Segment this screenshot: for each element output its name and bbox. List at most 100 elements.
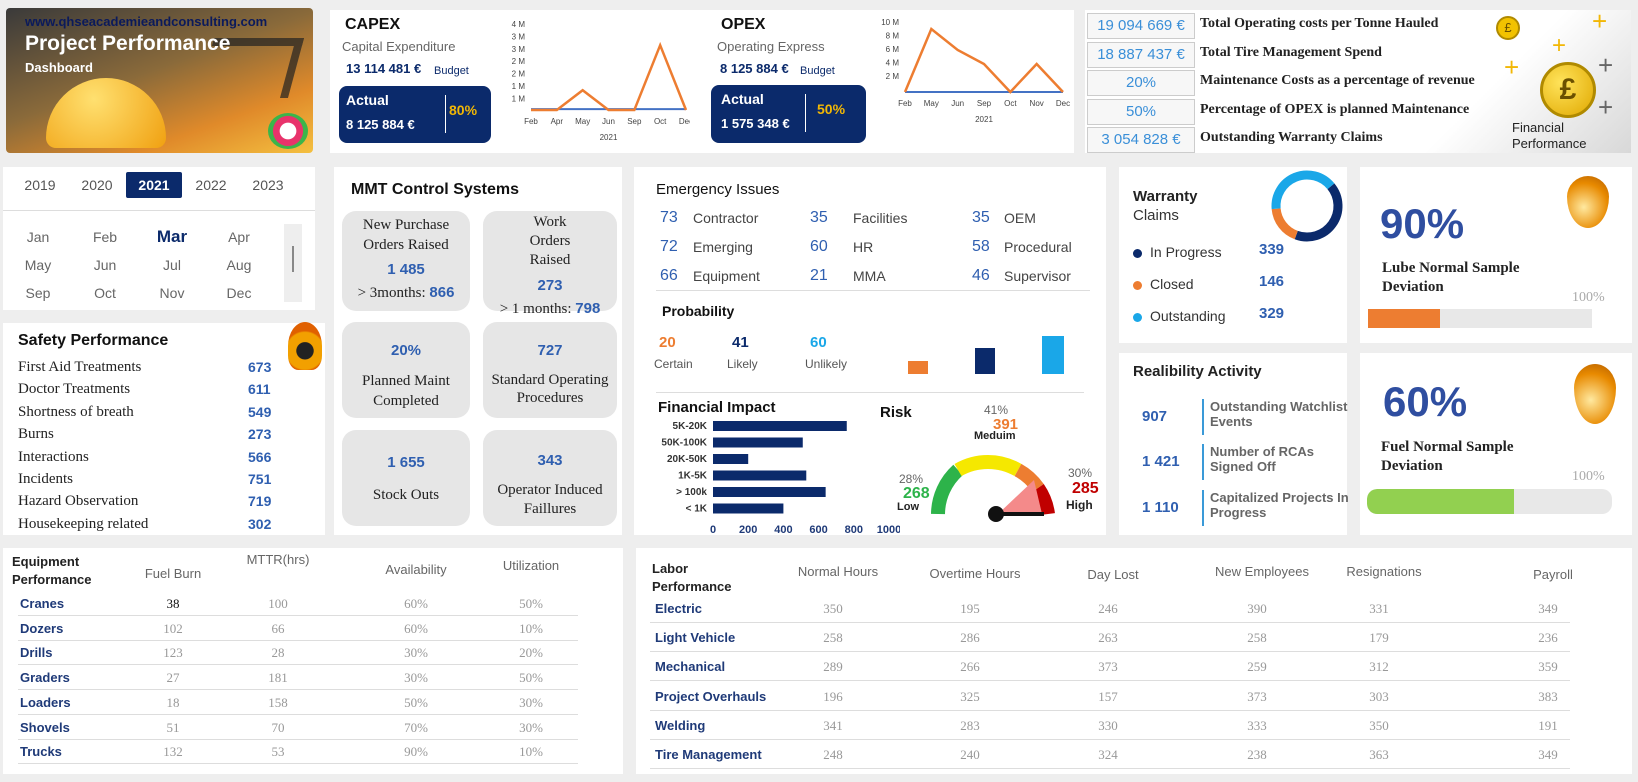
operator-faults-tile[interactable]: 343 Operator Induced Faillures bbox=[483, 430, 617, 526]
month-option-oct[interactable]: Oct bbox=[94, 285, 116, 301]
safety-row-value: 302 bbox=[248, 515, 272, 532]
sop-tile[interactable]: 727 Standard Operating Procedures bbox=[483, 322, 617, 418]
month-scrollbar[interactable] bbox=[284, 224, 302, 302]
safety-row-value: 273 bbox=[248, 426, 272, 443]
labor-column-header: Overtime Hours bbox=[929, 566, 1021, 581]
oil-drop-icon bbox=[1567, 176, 1609, 228]
safety-row-value: 549 bbox=[248, 403, 272, 420]
purchase-orders-sub-label: > 3months: bbox=[357, 285, 426, 301]
month-option-sep[interactable]: Sep bbox=[25, 285, 51, 301]
stock-outs-value: 1 655 bbox=[387, 454, 425, 471]
safety-row-label: Doctor Treatments bbox=[18, 381, 131, 398]
equipment-cell: 53 bbox=[271, 744, 285, 760]
labor-name: Electric bbox=[655, 601, 702, 616]
equipment-cell: 60% bbox=[404, 620, 428, 636]
reliability-title: Realibility Activity bbox=[1133, 363, 1262, 380]
equipment-column-header: Fuel Burn bbox=[144, 566, 202, 581]
month-option-jun[interactable]: Jun bbox=[93, 257, 117, 273]
stock-outs-tile[interactable]: 1 655 Stock Outs bbox=[342, 430, 470, 526]
labor-cell: 359 bbox=[1538, 659, 1558, 675]
month-option-jan[interactable]: Jan bbox=[26, 229, 50, 245]
table-row: Light Vehicle 258 286 263 258 179 236 bbox=[650, 624, 1570, 653]
risk-gauge bbox=[931, 454, 1055, 522]
y-tick-label: 8 M bbox=[886, 32, 900, 41]
legend-dot-icon bbox=[1133, 249, 1142, 258]
equipment-cell: 27 bbox=[166, 670, 180, 686]
reliability-divider bbox=[1202, 490, 1204, 526]
probability-value: 60 bbox=[810, 334, 827, 351]
month-option-apr[interactable]: Apr bbox=[228, 229, 250, 245]
work-orders-tile[interactable]: Work Orders Raised 273 > 1 months: 798 bbox=[483, 211, 617, 317]
month-option-dec[interactable]: Dec bbox=[226, 285, 252, 301]
banner-url[interactable]: www.qhseacademieandconsulting.com bbox=[25, 14, 268, 29]
labor-cell: 196 bbox=[823, 688, 843, 704]
year-option-2022[interactable]: 2022 bbox=[195, 177, 227, 193]
probability-value: 20 bbox=[659, 334, 676, 351]
safety-row: Burns 273 bbox=[18, 426, 278, 448]
month-option-jul[interactable]: Jul bbox=[163, 257, 181, 273]
month-option-may[interactable]: May bbox=[24, 257, 52, 273]
fuel-max-label: 100% bbox=[1572, 469, 1605, 484]
emergency-value: 21 bbox=[810, 267, 828, 284]
month-option-feb[interactable]: Feb bbox=[92, 229, 118, 245]
purchase-orders-tile[interactable]: New Purchase Orders Raised 1 485 > 3mont… bbox=[342, 211, 470, 311]
year-option-2020[interactable]: 2020 bbox=[81, 177, 113, 193]
purchase-orders-sub: > 3months: 866 bbox=[342, 284, 470, 302]
warranty-legend-label: In Progress bbox=[1150, 244, 1222, 260]
month-option-aug[interactable]: Aug bbox=[226, 257, 252, 273]
equipment-cell: 50% bbox=[519, 670, 543, 686]
capex-subtitle: Capital Expenditure bbox=[342, 39, 456, 54]
x-tick-label: Sep bbox=[977, 99, 992, 108]
labor-cell: 341 bbox=[823, 717, 843, 733]
gauge-high-segment bbox=[1032, 484, 1055, 516]
series-line bbox=[531, 41, 688, 112]
x-tick-label: Nov bbox=[1030, 99, 1044, 108]
safety-row-label: Hazard Observation bbox=[18, 493, 139, 510]
labor-cell: 363 bbox=[1369, 747, 1389, 762]
equipment-cell: 30% bbox=[404, 645, 428, 661]
labor-cell: 325 bbox=[960, 688, 980, 704]
equipment-name: Graders bbox=[20, 670, 70, 686]
equipment-name: Dozers bbox=[20, 620, 64, 636]
y-tick-label: 6 M bbox=[886, 45, 900, 54]
warranty-legend-label: Closed bbox=[1150, 276, 1194, 292]
labor-cell: 350 bbox=[823, 601, 843, 616]
equipment-column-header: MTTR(hrs) bbox=[246, 552, 310, 567]
probability-label: Certain bbox=[654, 357, 693, 371]
year-option-2019[interactable]: 2019 bbox=[24, 177, 56, 193]
equipment-cell: 50% bbox=[404, 694, 428, 710]
safety-card bbox=[3, 323, 325, 535]
risk-high-label: High bbox=[1066, 498, 1093, 512]
year-option-2021[interactable]: 2021 bbox=[126, 172, 182, 198]
opex-actual-label: Actual bbox=[721, 91, 764, 107]
x-tick-label: Feb bbox=[898, 99, 912, 108]
capex-budget-value: 13 114 481 € bbox=[346, 61, 422, 76]
risk-med-pct: 41% bbox=[984, 403, 1009, 417]
labor-column-header: New Employees bbox=[1215, 564, 1309, 579]
equipment-cell: 18 bbox=[166, 694, 180, 710]
opex-line-chart: 10 M 8 M 6 M 4 M 2 M Feb May Jun Sep Oct Nov Dec 202… bbox=[881, 18, 1070, 124]
fi-category-label: > 100k bbox=[676, 487, 707, 498]
labor-name: Project Overhauls bbox=[655, 688, 767, 704]
safety-row: Doctor Treatments 611 bbox=[18, 381, 278, 403]
planned-maint-tile[interactable]: 20% Planned Maint Completed bbox=[342, 322, 470, 418]
donut-slice bbox=[1271, 170, 1335, 210]
sparkle-icon: + bbox=[1598, 50, 1614, 80]
year-option-2023[interactable]: 2023 bbox=[252, 177, 284, 193]
safety-row-label: Burns bbox=[18, 426, 54, 443]
opex-title: OPEX bbox=[721, 16, 766, 33]
emergency-label: Contractor bbox=[693, 210, 759, 226]
x-tick-label: Dec bbox=[679, 117, 690, 126]
month-option-nov[interactable]: Nov bbox=[159, 285, 185, 301]
equipment-name: Loaders bbox=[20, 694, 71, 710]
sop-label: Standard Operating Procedures bbox=[491, 372, 609, 406]
lube-label: Lube Normal Sample Deviation bbox=[1382, 260, 1520, 295]
month-option-mar[interactable]: Mar bbox=[156, 227, 188, 246]
equipment-cell: 100 bbox=[268, 596, 288, 611]
x-tick-label: Jun bbox=[602, 117, 615, 126]
reliability-label: Capitalized Projects In Progress bbox=[1210, 490, 1349, 520]
scrollbar-thumb[interactable] bbox=[292, 246, 294, 272]
safety-row: Housekeeping related 302 bbox=[18, 516, 278, 538]
kpi-label: Total Tire Management Spend bbox=[1200, 45, 1382, 60]
emergency-label: Supervisor bbox=[1004, 268, 1071, 284]
